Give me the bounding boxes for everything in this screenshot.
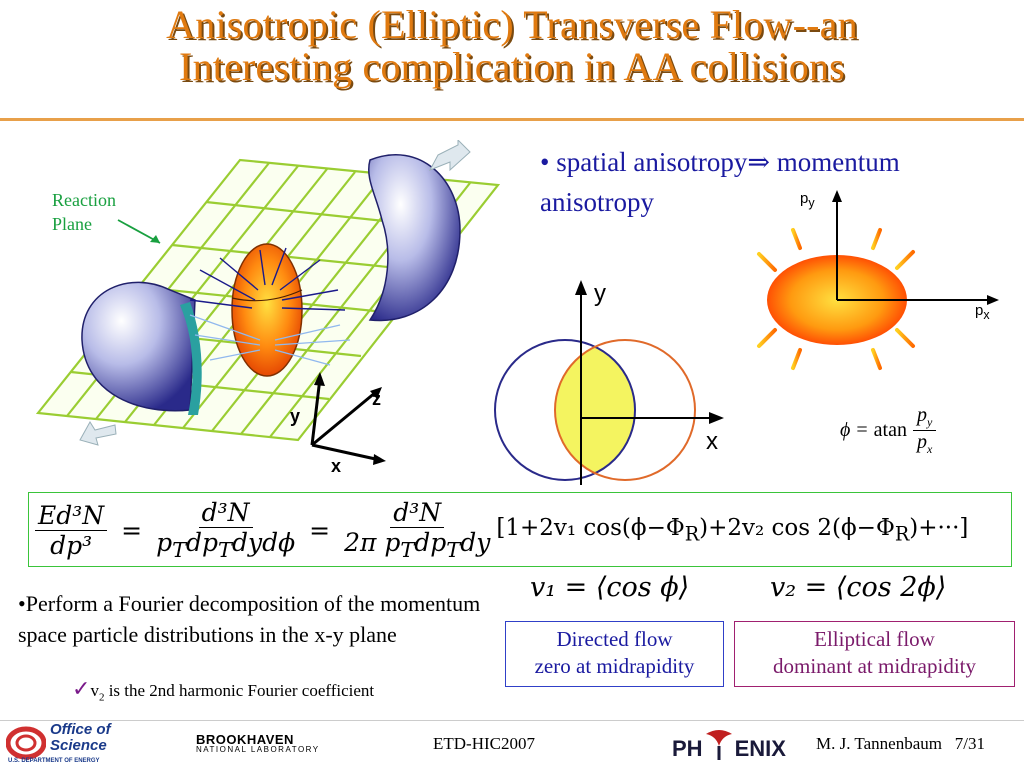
v1-definition: v₁ = ⟨cos ϕ⟩ bbox=[530, 572, 690, 603]
fourier-bullet-glyph: • bbox=[18, 591, 26, 616]
v2-note: ✓v2 is the 2nd harmonic Fourier coeffici… bbox=[72, 676, 375, 704]
left-motion-arrow bbox=[79, 421, 117, 446]
office-line-1: Office of bbox=[50, 721, 111, 738]
fourier-equation: Ed³N dp³ = d³N pTdpTdydϕ = d³N 2π pTdpTd… bbox=[35, 497, 968, 563]
eq-sign-2: = bbox=[309, 515, 331, 545]
office-line-3: U.S. DEPARTMENT OF ENERGY bbox=[8, 758, 100, 764]
fourier-bullet-text: Perform a Fourier decomposition of the m… bbox=[18, 591, 481, 647]
bullet-glyph: • bbox=[540, 147, 550, 177]
page-number: 7/31 bbox=[954, 734, 985, 753]
bullet1-text-b: momentum bbox=[776, 147, 900, 177]
bullet1-text-c: anisotropy bbox=[540, 187, 654, 217]
fireball bbox=[231, 243, 303, 377]
elliptic-flow-box: Elliptical flow dominant at midrapidity bbox=[734, 621, 1015, 687]
left-nucleus bbox=[81, 281, 202, 415]
title-divider bbox=[0, 118, 1024, 121]
brookhaven-logo: BROOKHAVEN NATIONAL LABORATORY bbox=[196, 732, 320, 754]
collision-illustration bbox=[35, 140, 501, 465]
doe-swirl-icon bbox=[6, 726, 46, 760]
conference-name: ETD-HIC2007 bbox=[433, 734, 535, 753]
eq-series: [1+2v₁ cos(ϕ−ΦR)+2v₂ cos 2(ϕ−ΦR)+···] bbox=[496, 514, 969, 546]
eq-sign-1: = bbox=[121, 515, 143, 545]
elliptic-flow-title: Elliptical flow bbox=[814, 627, 935, 651]
reaction-plane-label: Reaction Plane bbox=[52, 188, 152, 236]
collision-axis-x-label: x bbox=[331, 456, 342, 476]
eq-term-3: d³N 2π pTdpTdy bbox=[344, 498, 491, 562]
implies-arrow-icon: ⇒ bbox=[747, 147, 771, 177]
phi-fraction: py px bbox=[912, 404, 937, 457]
v2-note-text: is the 2nd harmonic Fourier coefficient bbox=[104, 681, 375, 700]
phoenix-bird-icon bbox=[705, 730, 732, 760]
reaction-plane-label-line-1: Reaction bbox=[52, 190, 116, 210]
momentum-space-diagram bbox=[733, 190, 999, 376]
fourier-bullet: •Perform a Fourier decomposition of the … bbox=[18, 588, 496, 650]
spatial-anisotropy-bullet: • spatial anisotropy⇒ momentum anisotrop… bbox=[540, 142, 1020, 222]
author-name: M. J. Tannenbaum bbox=[816, 734, 942, 753]
momentum-axis-px-label: px bbox=[975, 302, 990, 322]
bullet1-text-a: spatial anisotropy bbox=[556, 147, 748, 177]
nucleus-a-outline bbox=[494, 339, 636, 481]
overlap-axis-x-label: x bbox=[706, 428, 718, 455]
phi-equation: ϕ = atan py px bbox=[840, 400, 937, 460]
phi-eq-sign: = bbox=[856, 418, 868, 441]
nucleus-b-outline bbox=[554, 339, 696, 481]
directed-flow-title: Directed flow bbox=[556, 627, 673, 651]
directed-flow-subtitle: zero at midrapidity bbox=[534, 654, 695, 678]
author-and-page: M. J. Tannenbaum 7/31 bbox=[816, 734, 985, 754]
phi-func: atan bbox=[873, 418, 907, 441]
title-line-1: Anisotropic (Elliptic) Transverse Flow--… bbox=[166, 2, 858, 47]
collision-axes bbox=[310, 377, 381, 462]
title-line-2: Interesting complication in AA collision… bbox=[179, 44, 845, 89]
bnl-line-1: BROOKHAVEN bbox=[196, 732, 294, 747]
eq-term-2-denominator: pTdpTdydϕ bbox=[156, 528, 296, 562]
overlap-region bbox=[555, 340, 635, 480]
slide-title: Anisotropic (Elliptic) Transverse Flow--… bbox=[0, 4, 1024, 88]
bnl-line-2: NATIONAL LABORATORY bbox=[196, 745, 320, 754]
right-motion-arrow bbox=[428, 140, 471, 172]
phi-symbol: ϕ bbox=[840, 418, 851, 441]
phenix-logo: PH ENIX bbox=[672, 726, 786, 762]
momentum-axis-py-label: py bbox=[800, 190, 815, 210]
flow-arrows bbox=[189, 247, 346, 311]
flow-arrows-lower bbox=[189, 314, 351, 366]
checkmark-icon: ✓ bbox=[72, 676, 91, 701]
eq-term-3-denominator: 2π pTdpTdy bbox=[344, 528, 491, 562]
right-nucleus bbox=[368, 154, 461, 322]
overlap-axis-y-label: y bbox=[594, 280, 606, 307]
footer-divider bbox=[0, 720, 1024, 721]
fourier-equation-box: Ed³N dp³ = d³N pTdpTdydϕ = d³N 2π pTdpTd… bbox=[28, 492, 1012, 567]
eq-term-1: Ed³N dp³ bbox=[35, 501, 108, 560]
eq-term-2: d³N pTdpTdydϕ bbox=[156, 498, 296, 562]
collision-axis-y-label: y bbox=[290, 406, 301, 426]
reaction-plane-label-line-2: Plane bbox=[52, 214, 92, 234]
v2-definition: v₂ = ⟨cos 2ϕ⟩ bbox=[770, 572, 947, 603]
directed-flow-box: Directed flow zero at midrapidity bbox=[505, 621, 724, 687]
office-line-2: Science bbox=[50, 737, 107, 754]
overlap-region-diagram bbox=[494, 280, 724, 485]
elliptic-flow-subtitle: dominant at midrapidity bbox=[773, 654, 976, 678]
collision-axis-z-label: z bbox=[372, 389, 381, 409]
office-of-science-logo: Office of Science U.S. DEPARTMENT OF ENE… bbox=[6, 722, 146, 766]
